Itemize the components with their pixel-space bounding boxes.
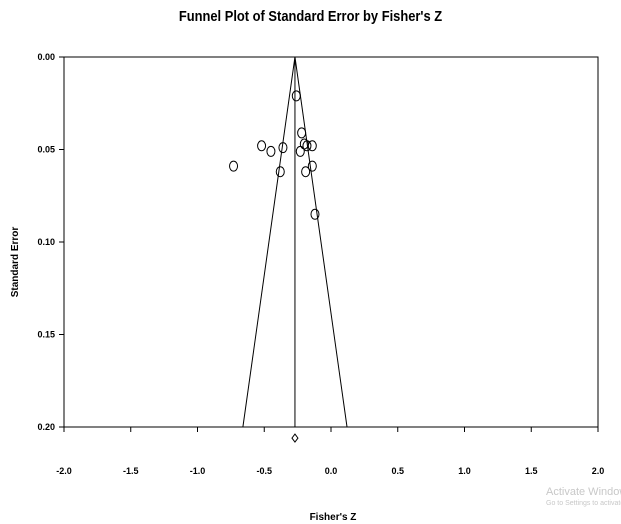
x-tick-label: -1.0	[190, 466, 206, 476]
study-point	[301, 166, 311, 178]
x-tick-label: 0.0	[325, 466, 338, 476]
study-point	[310, 208, 320, 220]
x-tick-label: 1.5	[525, 466, 538, 476]
y-tick-label: 0.20	[37, 422, 55, 432]
activation-watermark: Activate Windows Go to Settings to activ…	[546, 486, 621, 507]
study-point	[229, 160, 239, 172]
y-tick-label: 0.00	[37, 52, 55, 62]
watermark-line2: Go to Settings to activate Windows.	[546, 500, 621, 507]
x-tick-label: -2.0	[56, 466, 72, 476]
study-point	[275, 166, 285, 178]
y-tick-label: 0.05	[37, 145, 55, 155]
x-tick-label: -0.5	[256, 466, 272, 476]
study-point	[291, 90, 301, 102]
watermark-line1: Activate Windows	[546, 486, 621, 498]
study-point	[307, 160, 317, 172]
plot-frame	[63, 56, 599, 428]
x-tick-label: 2.0	[592, 466, 605, 476]
chart-title: Funnel Plot of Standard Error by Fisher'…	[178, 8, 443, 25]
x-axis-label: Fisher's Z	[310, 512, 357, 523]
study-point	[278, 142, 288, 154]
y-tick-label: 0.15	[37, 330, 55, 340]
x-tick-label: 0.5	[391, 466, 404, 476]
funnel-left-line	[242, 56, 296, 428]
y-tick-label: 0.10	[37, 237, 55, 247]
study-point	[302, 140, 312, 152]
summary-diamond	[291, 433, 299, 443]
study-point	[297, 127, 307, 139]
y-axis-label: Standard Error	[10, 227, 21, 298]
study-point	[307, 140, 317, 152]
x-tick-label: -1.5	[123, 466, 139, 476]
x-tick-label: 1.0	[458, 466, 471, 476]
study-point	[257, 140, 267, 152]
study-point	[266, 145, 276, 157]
funnel-right-line	[294, 56, 348, 428]
